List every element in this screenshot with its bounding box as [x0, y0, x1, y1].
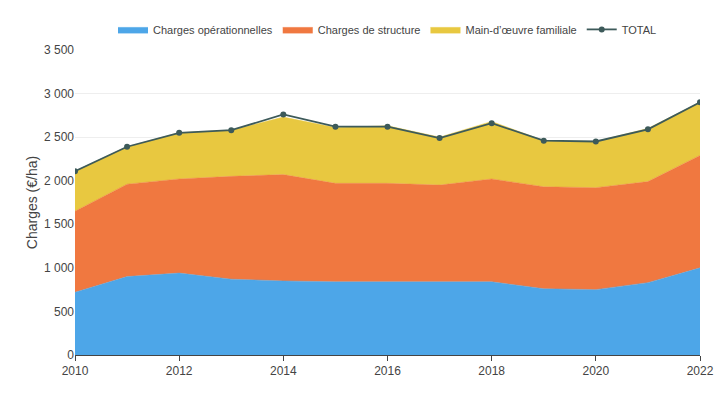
svg-text:2022: 2022 — [687, 364, 714, 378]
svg-text:Main-d’œuvre familiale: Main-d’œuvre familiale — [465, 24, 576, 36]
svg-text:Charges de structure: Charges de structure — [318, 24, 421, 36]
svg-text:Charges (€/ha): Charges (€/ha) — [24, 156, 40, 249]
svg-text:2 500: 2 500 — [44, 130, 74, 144]
svg-text:2014: 2014 — [270, 364, 297, 378]
svg-text:3 500: 3 500 — [44, 43, 74, 57]
svg-text:2010: 2010 — [62, 364, 89, 378]
svg-text:2016: 2016 — [374, 364, 401, 378]
svg-text:2018: 2018 — [478, 364, 505, 378]
svg-text:1 500: 1 500 — [44, 217, 74, 231]
svg-text:2020: 2020 — [582, 364, 609, 378]
svg-text:2 000: 2 000 — [44, 174, 74, 188]
svg-text:0: 0 — [67, 348, 74, 362]
svg-text:3 000: 3 000 — [44, 87, 74, 101]
svg-text:TOTAL: TOTAL — [622, 24, 656, 36]
svg-text:2012: 2012 — [166, 364, 193, 378]
svg-text:1 000: 1 000 — [44, 261, 74, 275]
svg-text:500: 500 — [54, 305, 74, 319]
svg-text:Charges opérationnelles: Charges opérationnelles — [153, 24, 273, 36]
